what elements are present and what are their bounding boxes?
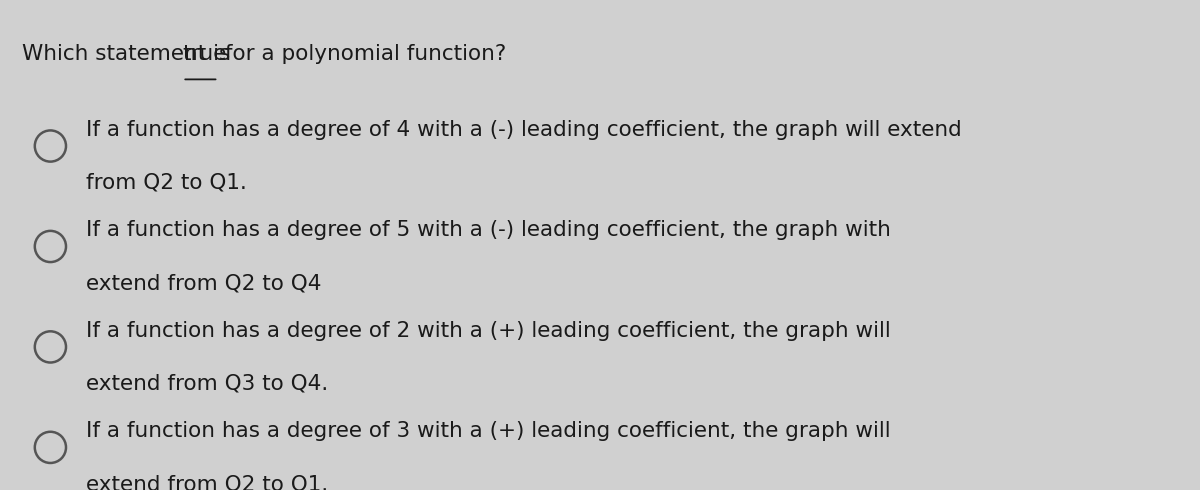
Text: If a function has a degree of 4 with a (-) leading coefficient, the graph will e: If a function has a degree of 4 with a (…	[86, 120, 962, 140]
Text: for a polynomial function?: for a polynomial function?	[218, 44, 506, 64]
Text: true: true	[182, 44, 227, 64]
Text: Which statement is: Which statement is	[22, 44, 236, 64]
Text: If a function has a degree of 3 with a (+) leading coefficient, the graph will: If a function has a degree of 3 with a (…	[86, 421, 892, 441]
Text: extend from Q2 to Q1.: extend from Q2 to Q1.	[86, 474, 329, 490]
Text: from Q2 to Q1.: from Q2 to Q1.	[86, 173, 247, 193]
Text: extend from Q3 to Q4.: extend from Q3 to Q4.	[86, 374, 329, 394]
Text: If a function has a degree of 2 with a (+) leading coefficient, the graph will: If a function has a degree of 2 with a (…	[86, 321, 892, 341]
Text: extend from Q2 to Q4: extend from Q2 to Q4	[86, 273, 322, 294]
Text: If a function has a degree of 5 with a (-) leading coefficient, the graph with: If a function has a degree of 5 with a (…	[86, 220, 892, 241]
